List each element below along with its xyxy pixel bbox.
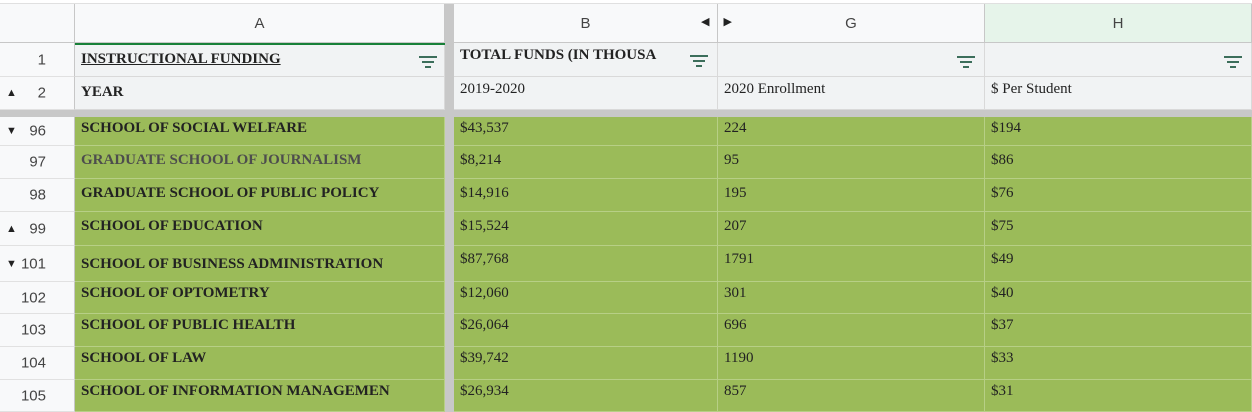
triangle-up-icon[interactable]: ▲ [6,87,17,99]
triangle-up-icon[interactable]: ▲ [6,222,17,235]
row-header[interactable]: 102 [0,282,75,314]
cell-enrollment[interactable]: 224 [718,117,985,146]
cell-enrollment[interactable]: 195 [718,179,985,212]
row-header[interactable]: ▼ 96 [0,117,75,146]
cell-funds[interactable]: $87,768 [454,246,718,282]
column-header-a[interactable]: A [75,4,445,43]
triangle-down-icon[interactable]: ▼ [6,257,17,270]
frozen-row-divider[interactable] [0,110,1252,117]
cell-school[interactable]: SCHOOL OF LAW [75,347,445,380]
cell-per-student[interactable]: $40 [985,282,1252,314]
filter-icon[interactable] [957,56,975,68]
cell-funds[interactable]: $14,916 [454,179,718,212]
cell-year-label[interactable]: YEAR [75,77,445,110]
cell-per-student[interactable]: $33 [985,347,1252,380]
row-header[interactable]: ▼ 101 [0,246,75,282]
cell-per-student[interactable]: $76 [985,179,1252,212]
cell-funds[interactable]: $8,214 [454,146,718,179]
cell-school[interactable]: SCHOOL OF PUBLIC HEALTH [75,314,445,347]
row-header[interactable]: ▲ 99 [0,212,75,246]
cell-school[interactable]: SCHOOL OF INFORMATION MANAGEMEN [75,380,445,412]
cell-per-student[interactable]: $49 [985,246,1252,282]
cell-empty[interactable] [718,43,985,77]
cell-school[interactable]: SCHOOL OF EDUCATION [75,212,445,246]
select-all-corner[interactable] [0,4,75,43]
filter-icon[interactable] [690,55,708,67]
cell-per-student[interactable]: $86 [985,146,1252,179]
column-header-b[interactable]: B [454,4,718,43]
triangle-down-icon[interactable]: ▼ [6,125,17,137]
column-header-h[interactable]: H [985,4,1252,43]
cell-title[interactable]: INSTRUCTIONAL FUNDING [75,43,445,77]
cell-enrollment[interactable]: 857 [718,380,985,412]
row-header[interactable]: 105 [0,380,75,412]
cell-per-student-label[interactable]: $ Per Student [985,77,1252,110]
toolbar-edge [0,0,1252,4]
hidden-columns-toggle[interactable]: ◀ ▶ [701,15,732,28]
cell-funds[interactable]: $39,742 [454,347,718,380]
chevron-left-icon: ◀ [701,15,710,28]
row-header[interactable]: 1 [0,43,75,77]
cell-school[interactable]: SCHOOL OF BUSINESS ADMINISTRATION [75,246,445,282]
cell-enrollment[interactable]: 207 [718,212,985,246]
cell-funds[interactable]: $26,934 [454,380,718,412]
cell-funds[interactable]: $26,064 [454,314,718,347]
cell-enrollment[interactable]: 696 [718,314,985,347]
cell-per-student[interactable]: $194 [985,117,1252,146]
row-header[interactable]: 97 [0,146,75,179]
cell-enrollment[interactable]: 95 [718,146,985,179]
cell-funds[interactable]: $12,060 [454,282,718,314]
cell-school[interactable]: SCHOOL OF OPTOMETRY [75,282,445,314]
cell-school[interactable]: GRADUATE SCHOOL OF PUBLIC POLICY [75,179,445,212]
filter-icon[interactable] [1224,56,1242,68]
cell-funds[interactable]: $43,537 [454,117,718,146]
cell-total-funds[interactable]: TOTAL FUNDS (IN THOUSA [454,43,718,77]
cell-school[interactable]: SCHOOL OF SOCIAL WELFARE [75,117,445,146]
row-header[interactable]: 103 [0,314,75,347]
cell-enrollment[interactable]: 301 [718,282,985,314]
frozen-column-divider[interactable] [445,4,454,412]
row-header[interactable]: 104 [0,347,75,380]
chevron-right-icon: ▶ [723,15,732,28]
selection-border [75,43,445,45]
column-header-g[interactable]: G [718,4,985,43]
row-header[interactable]: 98 [0,179,75,212]
cell-per-student[interactable]: $75 [985,212,1252,246]
cell-enrollment-label[interactable]: 2020 Enrollment [718,77,985,110]
cell-school[interactable]: GRADUATE SCHOOL OF JOURNALISM [75,146,445,179]
cell-enrollment[interactable]: 1190 [718,347,985,380]
cell-per-student[interactable]: $37 [985,314,1252,347]
cell-per-student[interactable]: $31 [985,380,1252,412]
row-header[interactable]: ▲ 2 [0,77,75,110]
filter-icon[interactable] [419,56,437,68]
cell-enrollment[interactable]: 1791 [718,246,985,282]
cell-empty[interactable] [985,43,1252,77]
cell-year-value[interactable]: 2019-2020 [454,77,718,110]
cell-funds[interactable]: $15,524 [454,212,718,246]
